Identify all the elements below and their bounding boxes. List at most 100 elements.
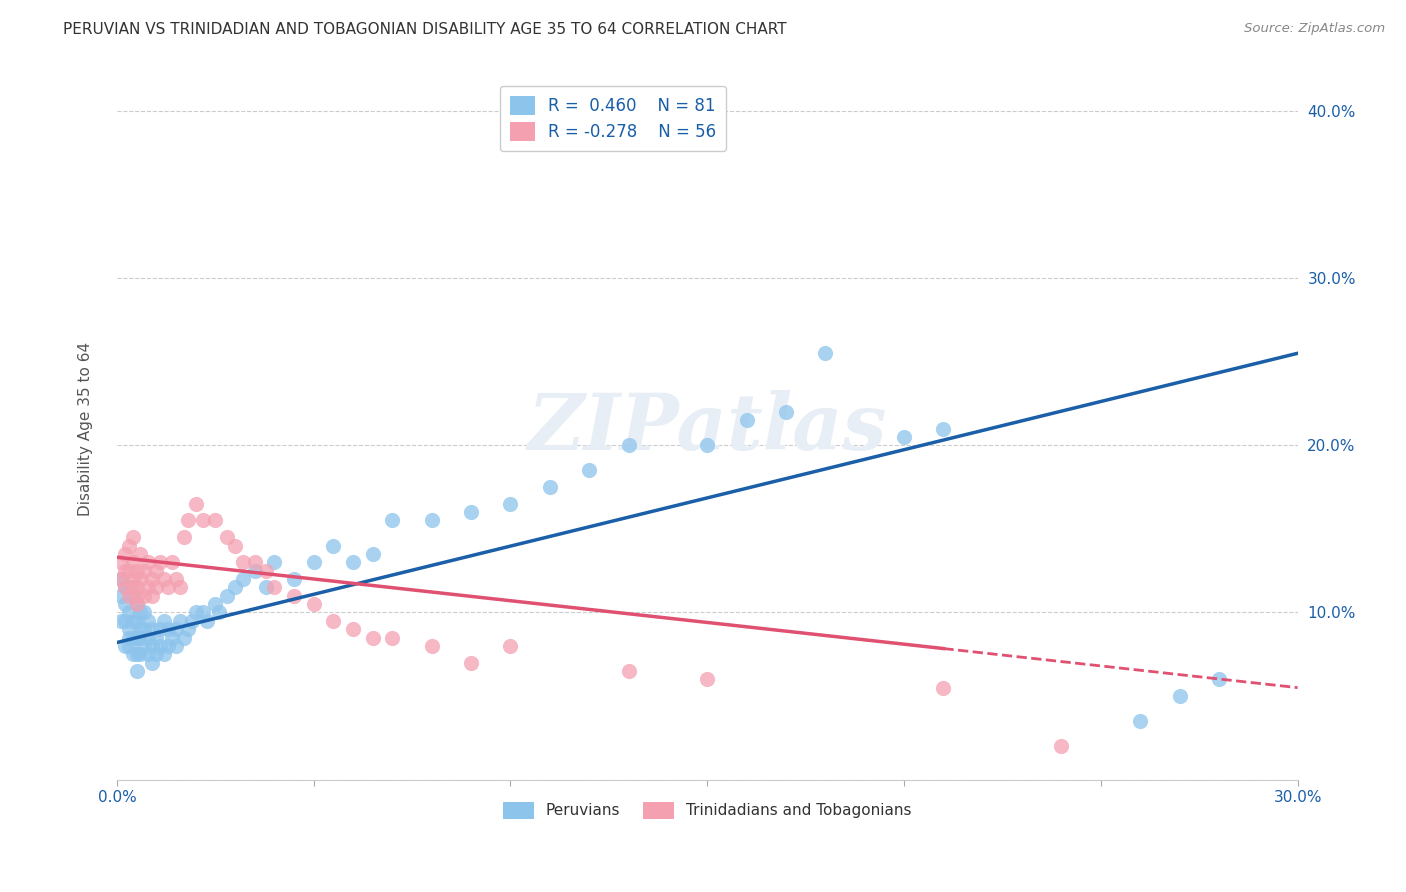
Point — [302, 555, 325, 569]
Point — [121, 530, 143, 544]
Point — [118, 639, 141, 653]
Point — [134, 606, 156, 620]
Point — [283, 589, 305, 603]
Point — [381, 631, 404, 645]
Point — [114, 564, 136, 578]
Point — [696, 438, 718, 452]
Point — [149, 555, 172, 569]
Point — [342, 555, 364, 569]
Point — [114, 597, 136, 611]
Point — [173, 530, 195, 544]
Point — [361, 547, 384, 561]
Point — [153, 647, 176, 661]
Point — [141, 622, 163, 636]
Point — [160, 555, 183, 569]
Legend: Peruvians, Trinidadians and Tobagonians: Peruvians, Trinidadians and Tobagonians — [496, 796, 918, 824]
Point — [110, 614, 132, 628]
Point — [381, 513, 404, 527]
Point — [1208, 673, 1230, 687]
Point — [165, 572, 187, 586]
Point — [157, 639, 180, 653]
Point — [145, 647, 167, 661]
Point — [184, 497, 207, 511]
Text: ZIPatlas: ZIPatlas — [527, 391, 887, 467]
Point — [141, 656, 163, 670]
Point — [1129, 714, 1152, 728]
Point — [193, 513, 215, 527]
Point — [420, 513, 443, 527]
Point — [121, 572, 143, 586]
Point — [217, 589, 239, 603]
Text: PERUVIAN VS TRINIDADIAN AND TOBAGONIAN DISABILITY AGE 35 TO 64 CORRELATION CHART: PERUVIAN VS TRINIDADIAN AND TOBAGONIAN D… — [63, 22, 787, 37]
Point — [114, 639, 136, 653]
Point — [932, 421, 955, 435]
Point — [578, 463, 600, 477]
Point — [361, 631, 384, 645]
Point — [775, 405, 797, 419]
Point — [134, 639, 156, 653]
Point — [460, 656, 482, 670]
Point — [232, 555, 254, 569]
Point — [114, 580, 136, 594]
Point — [617, 664, 640, 678]
Point — [121, 580, 143, 594]
Text: Source: ZipAtlas.com: Source: ZipAtlas.com — [1244, 22, 1385, 36]
Point — [735, 413, 758, 427]
Point — [157, 580, 180, 594]
Point — [322, 539, 344, 553]
Point — [263, 580, 285, 594]
Point — [125, 597, 148, 611]
Point — [1168, 689, 1191, 703]
Point — [538, 480, 561, 494]
Point — [149, 639, 172, 653]
Point — [263, 555, 285, 569]
Point — [129, 622, 152, 636]
Point — [110, 572, 132, 586]
Point — [134, 564, 156, 578]
Point — [145, 580, 167, 594]
Point — [149, 622, 172, 636]
Point — [125, 664, 148, 678]
Point — [121, 555, 143, 569]
Point — [129, 572, 152, 586]
Point — [110, 589, 132, 603]
Point — [125, 597, 148, 611]
Point — [160, 631, 183, 645]
Point — [256, 580, 278, 594]
Point — [121, 647, 143, 661]
Point — [165, 622, 187, 636]
Point — [138, 580, 160, 594]
Point — [1050, 739, 1073, 754]
Point — [169, 614, 191, 628]
Point — [138, 555, 160, 569]
Point — [204, 513, 226, 527]
Point — [114, 580, 136, 594]
Point — [145, 631, 167, 645]
Point — [121, 589, 143, 603]
Point — [110, 572, 132, 586]
Point — [118, 539, 141, 553]
Point — [118, 606, 141, 620]
Point — [114, 547, 136, 561]
Point — [153, 614, 176, 628]
Point — [197, 614, 219, 628]
Point — [134, 589, 156, 603]
Point — [157, 622, 180, 636]
Point — [420, 639, 443, 653]
Point — [141, 572, 163, 586]
Y-axis label: Disability Age 35 to 64: Disability Age 35 to 64 — [79, 342, 93, 516]
Point — [243, 555, 266, 569]
Point — [322, 614, 344, 628]
Point — [173, 631, 195, 645]
Point — [125, 564, 148, 578]
Point — [302, 597, 325, 611]
Point — [283, 572, 305, 586]
Point — [460, 505, 482, 519]
Point — [129, 631, 152, 645]
Point — [165, 639, 187, 653]
Point — [184, 606, 207, 620]
Point — [141, 589, 163, 603]
Point — [499, 497, 522, 511]
Point — [129, 547, 152, 561]
Point — [138, 614, 160, 628]
